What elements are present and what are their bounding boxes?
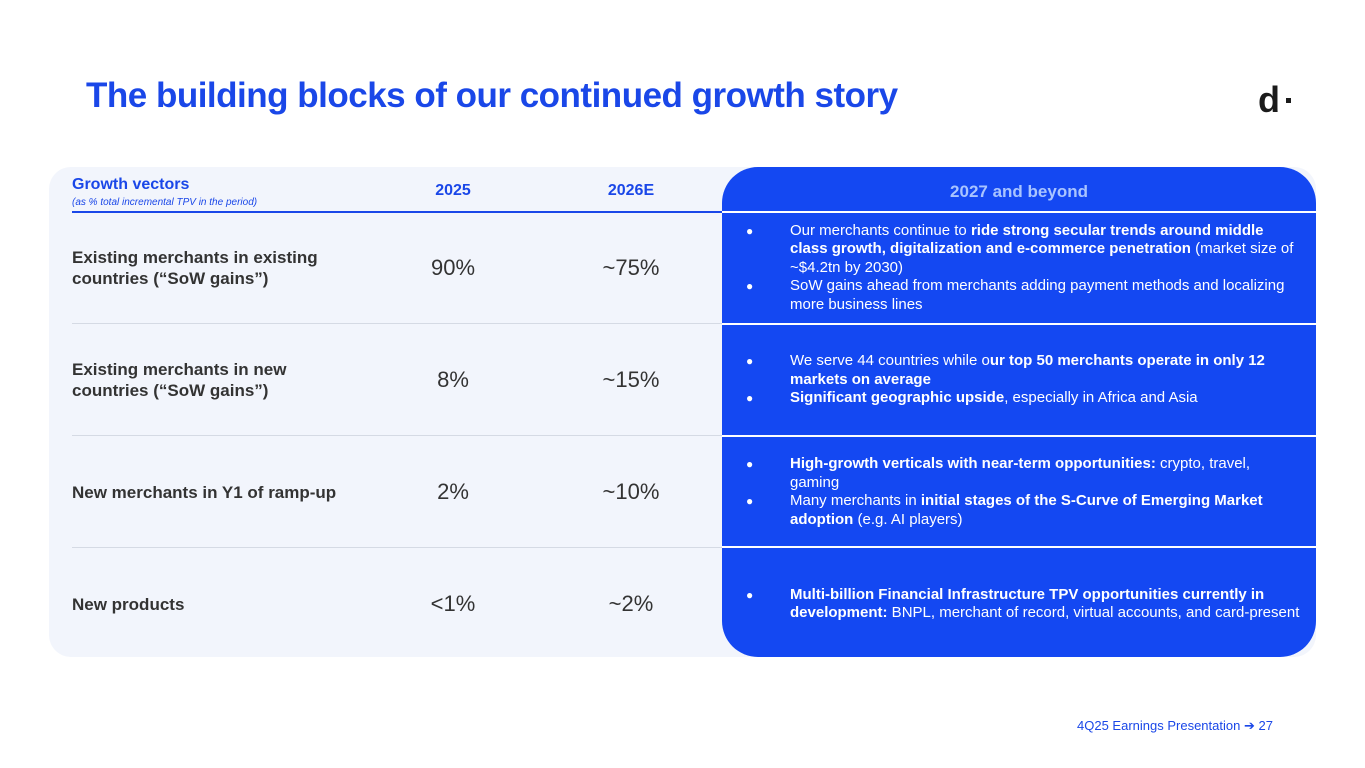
outlook-panel [722,167,1316,657]
growth-vectors-note: (as % total incremental TPV in the perio… [72,197,258,208]
value-2025-existing-new: 8% [437,367,469,392]
header-2027-and-beyond: 2027 and beyond [950,182,1088,201]
outlook-divider [722,211,1316,213]
outlook-divider [722,323,1316,325]
bullet-icon: ● [746,494,754,508]
row-label-new-products: New products [72,594,185,614]
value-2025-new-products: <1% [430,591,476,616]
outlook-divider [722,435,1316,437]
row-label-existing-existing: Existing merchants in existing countries… [72,248,318,288]
row-divider [72,435,722,436]
slide-title: The building blocks of our continued gro… [86,76,898,115]
presentation-name: 4Q25 Earnings Presentation [1077,718,1241,733]
value-2026-new-merchants: ~10% [602,479,660,504]
header-2026e: 2026E [607,182,655,199]
company-logo: d [1258,79,1280,120]
growth-vectors-header: Growth vectors (as % total incremental T… [72,176,257,208]
row-divider [72,323,722,324]
page-number: 27 [1258,718,1273,733]
list-item: ● Significant geographic upside, especia… [746,389,1198,407]
outlook-existing-existing: ● Our merchants continue to ride strong … [746,213,1302,323]
value-2026-existing-existing: ~75% [602,255,660,280]
growth-vectors-title: Growth vectors [72,176,190,193]
row-label-new-merchants: New merchants in Y1 of ramp-up [72,482,337,502]
bullet-icon: ● [746,354,754,369]
list-item: ● High-growth verticals with near-term o… [746,455,1251,491]
list-item: ● Multi-billion Financial Infrastructure… [746,585,1300,622]
header-underline [72,211,722,213]
list-item: ● Our merchants continue to ride strong … [746,221,1294,276]
outlook-new-products: ● Multi-billion Financial Infrastructure… [746,549,1302,659]
value-2026-existing-new: ~15% [602,367,660,392]
footer: 4Q25 Earnings Presentation ➔ 27 [1077,718,1273,734]
outlook-divider [722,546,1316,548]
bullet-icon: ● [746,279,754,294]
arrow-right-icon: ➔ [1243,718,1255,733]
header-2025: 2025 [435,182,471,199]
row-label-existing-new: Existing merchants in new countries (“So… [72,360,287,400]
value-2025-new-merchants: 2% [437,479,469,504]
bullet-icon: ● [746,223,754,238]
bullet-icon: ● [746,587,754,602]
outlook-new-merchants: ● High-growth verticals with near-term o… [746,437,1302,547]
outlook-existing-new: ● We serve 44 countries while our top 50… [746,325,1302,435]
list-item: ● Many merchants in initial stages of th… [746,492,1263,528]
row-divider [72,547,722,548]
list-item: ● SoW gains ahead from merchants adding … [746,277,1285,313]
value-2026-new-products: ~2% [608,591,654,616]
logo-dot-icon [1286,98,1291,103]
bullet-icon: ● [746,391,754,406]
value-2025-existing-existing: 90% [430,255,476,280]
bullet-icon: ● [746,457,754,471]
list-item: ● We serve 44 countries while our top 50… [746,352,1265,388]
